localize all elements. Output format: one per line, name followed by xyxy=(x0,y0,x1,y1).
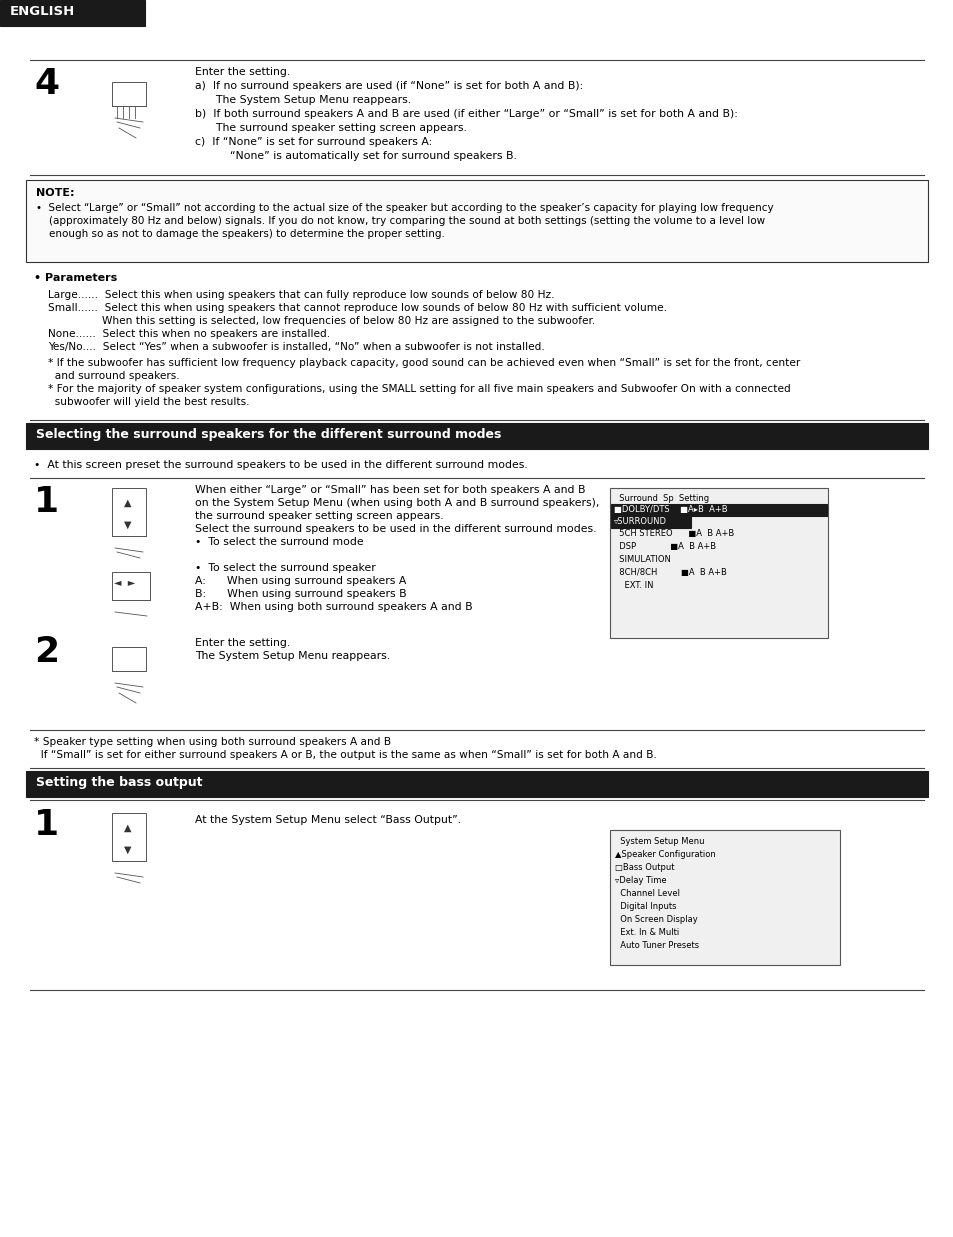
Text: A+B:  When using both surround speakers A and B: A+B: When using both surround speakers A… xyxy=(194,602,472,612)
Bar xyxy=(610,503,826,516)
Text: Enter the setting.: Enter the setting. xyxy=(194,67,290,77)
Text: EXT. IN: EXT. IN xyxy=(614,581,653,590)
Text: When this setting is selected, low frequencies of below 80 Hz are assigned to th: When this setting is selected, low frequ… xyxy=(48,315,595,327)
Text: NOTE:: NOTE: xyxy=(36,188,74,198)
Bar xyxy=(26,771,927,797)
Bar xyxy=(26,181,927,262)
Text: c)  If “None” is set for surround speakers A:: c) If “None” is set for surround speaker… xyxy=(194,137,432,147)
Text: ENGLISH: ENGLISH xyxy=(10,5,75,19)
Text: System Setup Menu: System Setup Menu xyxy=(615,837,703,846)
Text: Small......  Select this when using speakers that cannot reproduce low sounds of: Small...... Select this when using speak… xyxy=(48,303,666,313)
Bar xyxy=(112,82,146,106)
Text: ◄  ►: ◄ ► xyxy=(113,578,135,588)
Bar xyxy=(609,489,827,638)
Bar xyxy=(0,0,145,26)
Text: Large......  Select this when using speakers that can fully reproduce low sounds: Large...... Select this when using speak… xyxy=(48,289,554,301)
Text: •  Select “Large” or “Small” not according to the actual size of the speaker but: • Select “Large” or “Small” not accordin… xyxy=(36,203,773,213)
Text: The System Setup Menu reappears.: The System Setup Menu reappears. xyxy=(194,651,390,661)
Text: The surround speaker setting screen appears.: The surround speaker setting screen appe… xyxy=(194,122,466,134)
Bar xyxy=(112,571,150,600)
Text: 1: 1 xyxy=(34,808,59,842)
Text: □Bass Output: □Bass Output xyxy=(615,863,674,872)
Text: b)  If both surround speakers A and B are used (if either “Large” or “Small” is : b) If both surround speakers A and B are… xyxy=(194,109,737,119)
Text: •  To select the surround speaker: • To select the surround speaker xyxy=(194,563,375,573)
Text: A:      When using surround speakers A: A: When using surround speakers A xyxy=(194,576,406,586)
Text: 5CH STEREO      ■A  B A+B: 5CH STEREO ■A B A+B xyxy=(614,529,734,538)
Text: Enter the setting.: Enter the setting. xyxy=(194,638,290,648)
Bar xyxy=(112,489,146,536)
Text: * For the majority of speaker system configurations, using the SMALL setting for: * For the majority of speaker system con… xyxy=(48,383,790,395)
Text: on the System Setup Menu (when using both A and B surround speakers),: on the System Setup Menu (when using bot… xyxy=(194,499,598,508)
Text: Auto Tuner Presets: Auto Tuner Presets xyxy=(615,941,699,950)
Text: The System Setup Menu reappears.: The System Setup Menu reappears. xyxy=(194,95,411,105)
Text: •  To select the surround mode: • To select the surround mode xyxy=(194,537,363,547)
Text: ▼: ▼ xyxy=(124,845,132,855)
Text: Digital Inputs: Digital Inputs xyxy=(615,902,676,910)
Text: Selecting the surround speakers for the different surround modes: Selecting the surround speakers for the … xyxy=(36,428,501,442)
Text: subwoofer will yield the best results.: subwoofer will yield the best results. xyxy=(48,397,250,407)
Text: (approximately 80 Hz and below) signals. If you do not know, try comparing the s: (approximately 80 Hz and below) signals.… xyxy=(36,216,764,226)
Text: SIMULATION: SIMULATION xyxy=(614,555,670,564)
Text: B:      When using surround speakers B: B: When using surround speakers B xyxy=(194,589,406,599)
Bar xyxy=(610,516,690,528)
Text: ▼: ▼ xyxy=(124,520,132,529)
Text: DSP             ■A  B A+B: DSP ■A B A+B xyxy=(614,542,716,550)
Text: At the System Setup Menu select “Bass Output”.: At the System Setup Menu select “Bass Ou… xyxy=(194,815,460,825)
Text: None......  Select this when no speakers are installed.: None...... Select this when no speakers … xyxy=(48,329,330,339)
Bar xyxy=(112,647,146,670)
Text: ▲Speaker Configuration: ▲Speaker Configuration xyxy=(615,850,715,858)
Text: enough so as not to damage the speakers) to determine the proper setting.: enough so as not to damage the speakers)… xyxy=(36,229,444,239)
Text: Select the surround speakers to be used in the different surround modes.: Select the surround speakers to be used … xyxy=(194,524,596,534)
Text: If “Small” is set for either surround speakers A or B, the output is the same as: If “Small” is set for either surround sp… xyxy=(34,750,657,760)
Text: ▲: ▲ xyxy=(124,499,132,508)
Bar xyxy=(112,813,146,861)
Text: ▿SURROUND: ▿SURROUND xyxy=(614,517,666,526)
Text: When either “Large” or “Small” has been set for both speakers A and B: When either “Large” or “Small” has been … xyxy=(194,485,585,495)
Text: * If the subwoofer has sufficient low frequency playback capacity, good sound ca: * If the subwoofer has sufficient low fr… xyxy=(48,357,800,367)
Text: ▿Delay Time: ▿Delay Time xyxy=(615,876,666,884)
Text: • Parameters: • Parameters xyxy=(34,273,117,283)
Bar xyxy=(609,830,840,965)
Text: the surround speaker setting screen appears.: the surround speaker setting screen appe… xyxy=(194,511,443,521)
Text: 4: 4 xyxy=(34,67,59,101)
Text: and surround speakers.: and surround speakers. xyxy=(48,371,179,381)
Text: 1: 1 xyxy=(34,485,59,520)
Text: •  At this screen preset the surround speakers to be used in the different surro: • At this screen preset the surround spe… xyxy=(34,460,527,470)
Text: 8CH/8CH         ■A  B A+B: 8CH/8CH ■A B A+B xyxy=(614,568,726,576)
Text: Yes/No....  Select “Yes” when a subwoofer is installed, “No” when a subwoofer is: Yes/No.... Select “Yes” when a subwoofer… xyxy=(48,341,544,353)
Bar xyxy=(26,423,927,449)
Text: ■DOLBY/DTS    ■A▸B  A+B: ■DOLBY/DTS ■A▸B A+B xyxy=(614,505,727,515)
Text: ▲: ▲ xyxy=(124,823,132,833)
Text: Ext. In & Multi: Ext. In & Multi xyxy=(615,928,679,936)
Text: Surround  Sp  Setting: Surround Sp Setting xyxy=(614,494,708,503)
Text: a)  If no surround speakers are used (if “None” is set for both A and B):: a) If no surround speakers are used (if … xyxy=(194,80,582,92)
Text: On Screen Display: On Screen Display xyxy=(615,915,697,924)
Text: * Speaker type setting when using both surround speakers A and B: * Speaker type setting when using both s… xyxy=(34,737,391,747)
Text: “None” is automatically set for surround speakers B.: “None” is automatically set for surround… xyxy=(194,151,517,161)
Text: Setting the bass output: Setting the bass output xyxy=(36,776,202,789)
Text: 2: 2 xyxy=(34,635,59,669)
Text: Channel Level: Channel Level xyxy=(615,889,679,898)
